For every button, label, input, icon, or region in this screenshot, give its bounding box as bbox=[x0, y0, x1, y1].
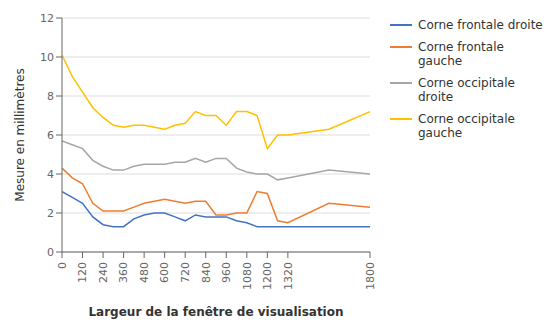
svg-text:600: 600 bbox=[158, 262, 171, 283]
html-text:Corne occipitale: Corne occipitale bbox=[418, 112, 515, 126]
svg-text:Largeur de la fenêtre de visua: Largeur de la fenêtre de visualisation bbox=[88, 305, 343, 319]
svg-text:Mesure en millimètres: Mesure en millimètres bbox=[13, 68, 27, 201]
svg-text:12: 12 bbox=[40, 12, 54, 25]
svg-text:0: 0 bbox=[56, 262, 69, 269]
svg-text:8: 8 bbox=[47, 90, 54, 103]
svg-text:240: 240 bbox=[97, 262, 110, 283]
svg-text:720: 720 bbox=[179, 262, 192, 283]
svg-text:1800: 1800 bbox=[364, 262, 377, 290]
svg-text:480: 480 bbox=[138, 262, 151, 283]
svg-text:1320: 1320 bbox=[282, 262, 295, 290]
svg-text:6: 6 bbox=[47, 129, 54, 142]
svg-text:0: 0 bbox=[47, 246, 54, 259]
svg-text:120: 120 bbox=[76, 262, 89, 283]
svg-text:1080: 1080 bbox=[241, 262, 254, 290]
svg-text:4: 4 bbox=[47, 168, 54, 181]
html-text:gauche: gauche bbox=[418, 126, 463, 140]
html-text:Corne occipitale droite: Corne occipitale droite bbox=[418, 76, 515, 104]
svg-text:960: 960 bbox=[220, 262, 233, 283]
svg-text:1200: 1200 bbox=[261, 262, 274, 290]
svg-text:10: 10 bbox=[40, 51, 54, 64]
svg-text:360: 360 bbox=[117, 262, 130, 283]
html-text:Corne frontale droite: Corne frontale droite bbox=[418, 18, 543, 32]
svg-text:840: 840 bbox=[200, 262, 213, 283]
html-text:Corne frontale gauche: Corne frontale gauche bbox=[418, 40, 504, 68]
svg-text:2: 2 bbox=[47, 207, 54, 220]
